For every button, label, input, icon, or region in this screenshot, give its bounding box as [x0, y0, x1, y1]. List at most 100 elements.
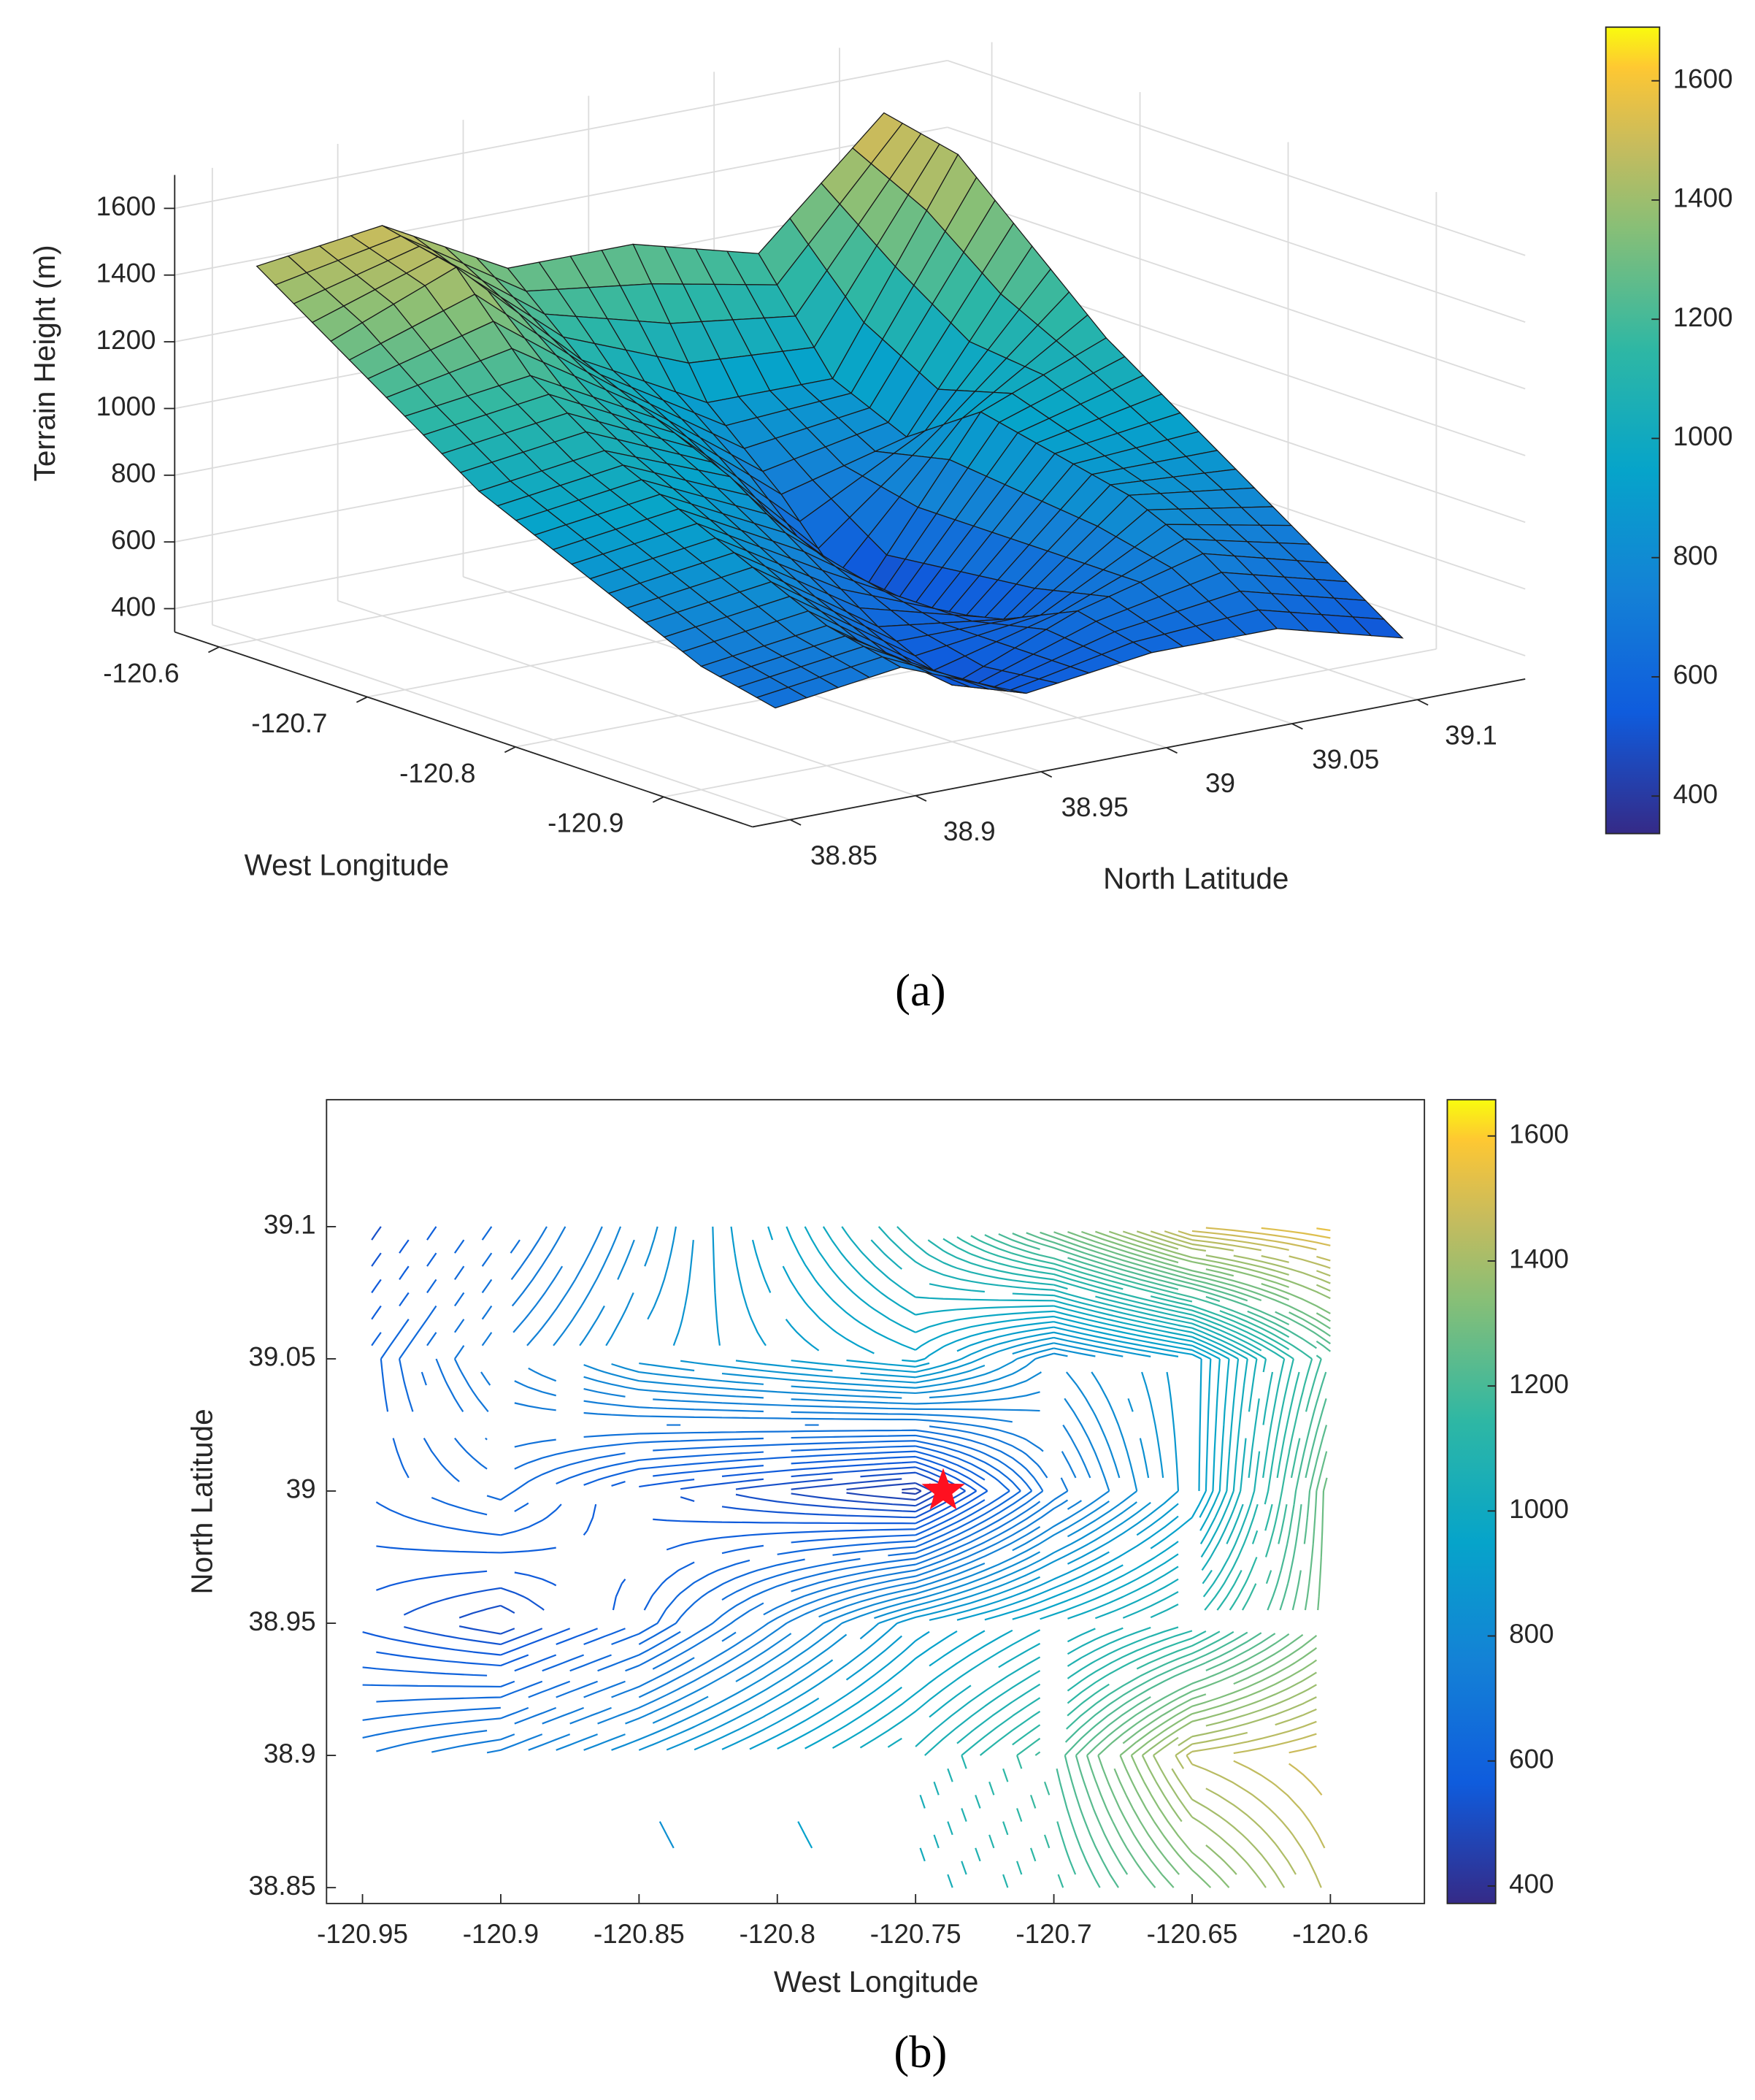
- y-tick-label: 39: [1205, 768, 1235, 798]
- caption: (b): [894, 2026, 947, 2077]
- contour-line: [841, 1226, 1248, 1862]
- x-tick-label: -120.9: [463, 1919, 539, 1949]
- contour-line: [553, 1226, 1110, 1751]
- grid-line: [174, 59, 948, 210]
- z-tick-label: 800: [111, 459, 155, 488]
- x-tick-label: -120.95: [317, 1919, 408, 1949]
- contour-line: [371, 1226, 955, 1635]
- contour-line: [1067, 1231, 1331, 1875]
- x-tick: [652, 796, 664, 803]
- contour-line: [1053, 1231, 1331, 1888]
- caption: (a): [895, 965, 945, 1016]
- colorbar-tick-label: 1400: [1509, 1244, 1569, 1274]
- contour-line: [371, 1226, 988, 1667]
- contour-line: [1178, 1230, 1331, 1849]
- x-tick: [356, 696, 368, 703]
- contour-line: [767, 1226, 1212, 1849]
- grid-line: [212, 624, 791, 821]
- contour-line: [870, 1239, 1258, 1888]
- x-axis-label: West Longitude: [245, 848, 450, 881]
- y-tick: [915, 794, 927, 802]
- contour-line: [984, 1234, 1322, 1875]
- plot-frame: [326, 1099, 1426, 1904]
- colorbar-tick-label: 1600: [1509, 1119, 1569, 1149]
- contour-line: [1095, 1230, 1318, 1888]
- x-tick-label: -120.7: [1015, 1919, 1091, 1949]
- contour-line: [1164, 1230, 1331, 1888]
- contour-line: [1040, 1231, 1331, 1888]
- contour-line: [376, 1226, 1021, 1703]
- colorbar: [1605, 26, 1661, 835]
- x-tick-label: -120.65: [1147, 1919, 1238, 1949]
- x-tick: [504, 746, 516, 754]
- contour-line: [1205, 1227, 1331, 1246]
- contour-line: [878, 1226, 1267, 1875]
- contour-line: [846, 1482, 933, 1501]
- contour-line: [526, 1226, 1091, 1751]
- contour-line: [362, 1239, 978, 1656]
- contour-line: [1122, 1230, 1331, 1888]
- contour-line: [956, 1236, 1300, 1862]
- grid-line: [947, 60, 1526, 256]
- contour-line: [431, 1226, 1069, 1753]
- y-axis-label: North Latitude: [185, 1409, 218, 1594]
- y-tick: [1291, 723, 1303, 730]
- star-marker: [921, 1468, 965, 1510]
- x-tick-label: -120.6: [1292, 1919, 1368, 1949]
- z-tick-label: 400: [111, 591, 155, 621]
- y-tick: [1166, 747, 1178, 754]
- colorbar-tick-label: 400: [1673, 779, 1718, 809]
- grid-line: [947, 126, 1526, 323]
- contour-line: [927, 1239, 1286, 1888]
- x-tick-label: -120.6: [103, 658, 179, 688]
- contour-line: [362, 1252, 986, 1676]
- colorbar-tick-label: 400: [1509, 1869, 1554, 1899]
- contour-line: [371, 1252, 966, 1646]
- contour-line: [998, 1233, 1327, 1888]
- y-tick-label: 38.95: [1061, 792, 1129, 822]
- y-axis-label: North Latitude: [1103, 862, 1289, 895]
- contour-line: [362, 1252, 1033, 1721]
- contour-line: [486, 1265, 1077, 1754]
- contour-line: [638, 1226, 1150, 1849]
- contour-line: [791, 1478, 944, 1507]
- x-tick: [208, 646, 220, 654]
- surface-chart: 400 600 800 1000 1200 1400 1600 -120.9 -120.8 -12…: [96, 26, 1733, 870]
- contour-line: [786, 1226, 1221, 1750]
- z-tick-label: 1000: [96, 391, 156, 421]
- contour-line: [1316, 1227, 1331, 1232]
- colorbar-tick-label: 800: [1673, 540, 1718, 570]
- contour-line: [362, 1239, 1044, 1739]
- y-tick: [1417, 699, 1429, 706]
- contour-line: [362, 1239, 1010, 1688]
- z-tick-label: 1200: [96, 325, 156, 355]
- contour-line: [1026, 1232, 1331, 1875]
- z-tick-label: 1600: [96, 191, 156, 221]
- y-tick-label: 39: [286, 1474, 316, 1504]
- colorbar-tick-label: 1600: [1673, 64, 1733, 93]
- contour-line: [1191, 1230, 1323, 1796]
- colorbar-tick-label: 1000: [1673, 421, 1733, 451]
- colorbar-tick-label: 1200: [1509, 1369, 1569, 1399]
- contour-line: [749, 1239, 1202, 1750]
- x-tick-label: -120.8: [740, 1919, 815, 1949]
- x-axis-label: West Longitude: [774, 1965, 979, 1999]
- contour-line: [579, 1239, 1121, 1751]
- contour-line: [896, 1226, 1274, 1862]
- y-axis: [752, 678, 1526, 828]
- x-tick-label: -120.7: [251, 708, 327, 738]
- contour-line: [804, 1226, 1230, 1750]
- y-tick-label: 39.1: [1445, 720, 1497, 750]
- contour-line: [694, 1226, 1180, 1751]
- contour-line: [605, 1226, 1138, 1751]
- contour-line: [1150, 1230, 1331, 1875]
- colorbar-tick-label: 1000: [1509, 1494, 1569, 1524]
- y-tick-label: 38.9: [943, 816, 996, 846]
- y-tick: [1040, 771, 1053, 778]
- contour-line: [376, 1226, 1048, 1752]
- y-tick-label: 39.1: [264, 1210, 316, 1240]
- surface-patch: [756, 686, 808, 709]
- grid-line: [337, 599, 916, 797]
